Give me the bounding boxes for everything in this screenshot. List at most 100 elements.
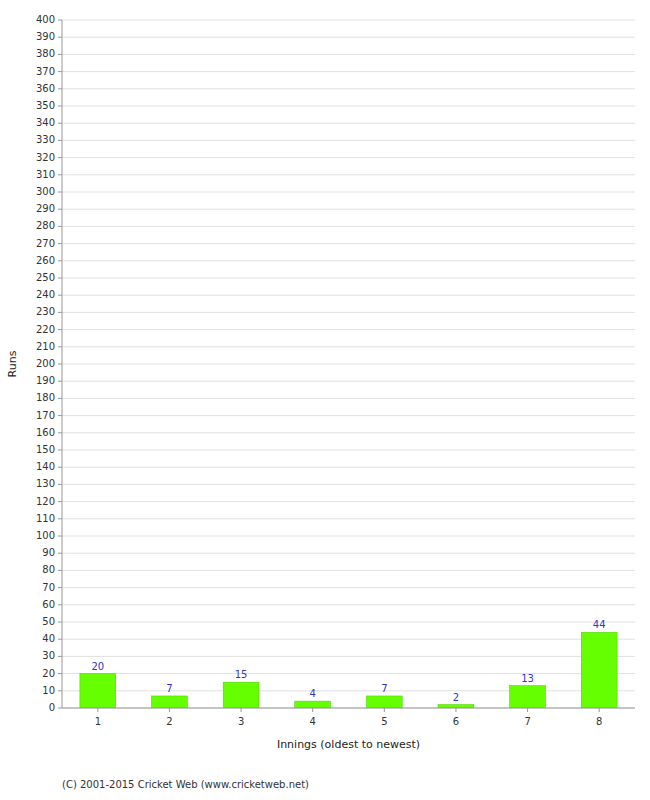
y-tick-label: 70	[42, 582, 55, 593]
y-tick	[58, 536, 62, 537]
grid	[62, 20, 635, 708]
y-tick-label: 190	[36, 375, 55, 386]
y-tick-label: 90	[42, 547, 55, 558]
bar	[438, 705, 474, 708]
grid-line	[62, 518, 635, 519]
y-tick	[58, 226, 62, 227]
y-tick-label: 120	[36, 496, 55, 507]
y-tick-label: 230	[36, 306, 55, 317]
grid-line	[62, 553, 635, 554]
y-tick	[58, 501, 62, 502]
grid-line	[62, 415, 635, 416]
grid-line	[62, 329, 635, 330]
grid-line	[62, 278, 635, 279]
y-tick	[58, 587, 62, 588]
y-tick	[58, 518, 62, 519]
x-axis: 12345678	[62, 708, 635, 727]
bar	[152, 696, 188, 708]
y-tick	[58, 639, 62, 640]
grid-line	[62, 364, 635, 365]
y-tick	[58, 708, 62, 709]
y-tick-label: 140	[36, 461, 55, 472]
y-tick-label: 170	[36, 410, 55, 421]
x-tick	[599, 708, 600, 712]
x-tick	[241, 708, 242, 712]
y-tick-label: 180	[36, 392, 55, 403]
y-tick-label: 10	[42, 685, 55, 696]
data-labels: 207154721344	[91, 619, 605, 702]
y-tick-label: 0	[49, 702, 55, 713]
x-tick	[312, 708, 313, 712]
y-tick	[58, 88, 62, 89]
bar	[295, 701, 331, 708]
y-tick-label: 330	[36, 134, 55, 145]
y-tick	[58, 432, 62, 433]
y-axis: 0102030405060708090100110120130140150160…	[36, 14, 62, 713]
y-tick-label: 200	[36, 358, 55, 369]
bar	[510, 686, 546, 708]
grid-line	[62, 209, 635, 210]
grid-line	[62, 174, 635, 175]
y-tick-label: 320	[36, 152, 55, 163]
y-tick	[58, 673, 62, 674]
grid-line	[62, 295, 635, 296]
data-label: 13	[521, 673, 534, 684]
y-tick-label: 340	[36, 117, 55, 128]
y-tick	[58, 415, 62, 416]
y-tick	[58, 295, 62, 296]
x-tick	[97, 708, 98, 712]
y-tick-label: 160	[36, 427, 55, 438]
y-tick-label: 130	[36, 478, 55, 489]
y-tick	[58, 71, 62, 72]
y-tick	[58, 690, 62, 691]
grid-line	[62, 192, 635, 193]
y-axis-label: Runs	[6, 350, 19, 377]
grid-line	[62, 243, 635, 244]
bar	[223, 682, 259, 708]
data-label: 2	[453, 692, 459, 703]
grid-line	[62, 106, 635, 107]
grid-line	[62, 226, 635, 227]
y-tick-label: 400	[36, 14, 55, 25]
y-tick	[58, 553, 62, 554]
y-tick-label: 150	[36, 444, 55, 455]
y-tick-label: 260	[36, 255, 55, 266]
y-tick	[58, 174, 62, 175]
y-tick	[58, 622, 62, 623]
grid-line	[62, 260, 635, 261]
bars	[80, 632, 617, 708]
y-tick	[58, 209, 62, 210]
y-tick	[58, 192, 62, 193]
grid-line	[62, 398, 635, 399]
y-tick	[58, 278, 62, 279]
x-tick-label: 7	[524, 716, 530, 727]
grid-line	[62, 432, 635, 433]
y-tick	[58, 656, 62, 657]
grid-line	[62, 312, 635, 313]
x-tick	[527, 708, 528, 712]
grid-line	[62, 71, 635, 72]
y-tick-label: 210	[36, 341, 55, 352]
y-tick	[58, 467, 62, 468]
y-tick-label: 100	[36, 530, 55, 541]
grid-line	[62, 656, 635, 657]
x-tick	[169, 708, 170, 712]
grid-line	[62, 467, 635, 468]
y-tick	[58, 381, 62, 382]
x-tick-label: 5	[381, 716, 387, 727]
y-tick-label: 250	[36, 272, 55, 283]
x-tick-label: 3	[238, 716, 244, 727]
y-tick	[58, 260, 62, 261]
y-tick-label: 240	[36, 289, 55, 300]
y-tick-label: 280	[36, 220, 55, 231]
grid-line	[62, 123, 635, 124]
y-tick-label: 270	[36, 238, 55, 249]
y-tick-label: 390	[36, 31, 55, 42]
data-label: 15	[235, 669, 248, 680]
y-tick-label: 300	[36, 186, 55, 197]
y-tick	[58, 20, 62, 21]
y-tick-label: 380	[36, 48, 55, 59]
grid-line	[62, 639, 635, 640]
grid-line	[62, 484, 635, 485]
grid-line	[62, 140, 635, 141]
